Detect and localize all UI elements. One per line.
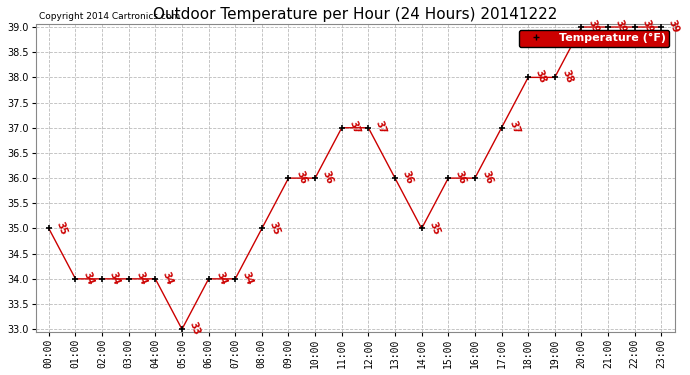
- Text: 37: 37: [507, 119, 521, 135]
- Title: Outdoor Temperature per Hour (24 Hours) 20141222: Outdoor Temperature per Hour (24 Hours) …: [153, 7, 558, 22]
- Text: 34: 34: [214, 270, 228, 286]
- Text: 34: 34: [135, 270, 148, 286]
- Text: 36: 36: [401, 170, 415, 186]
- Legend: Temperature (°F): Temperature (°F): [519, 30, 669, 47]
- Text: 36: 36: [294, 170, 308, 186]
- Text: 35: 35: [55, 220, 68, 236]
- Text: 39: 39: [587, 18, 601, 34]
- Text: Copyright 2014 Cartronics.com: Copyright 2014 Cartronics.com: [39, 12, 180, 21]
- Text: 36: 36: [480, 170, 495, 186]
- Text: 39: 39: [613, 18, 628, 34]
- Text: 34: 34: [81, 270, 95, 286]
- Text: 39: 39: [667, 18, 681, 34]
- Text: 38: 38: [560, 69, 574, 85]
- Text: 38: 38: [534, 69, 548, 85]
- Text: 34: 34: [161, 270, 175, 286]
- Text: 35: 35: [268, 220, 282, 236]
- Text: 35: 35: [427, 220, 441, 236]
- Text: 37: 37: [347, 119, 362, 135]
- Text: 34: 34: [108, 270, 121, 286]
- Text: 33: 33: [188, 321, 201, 337]
- Text: 39: 39: [640, 18, 654, 34]
- Text: 36: 36: [454, 170, 468, 186]
- Text: 34: 34: [241, 270, 255, 286]
- Text: 37: 37: [374, 119, 388, 135]
- Text: 36: 36: [321, 170, 335, 186]
